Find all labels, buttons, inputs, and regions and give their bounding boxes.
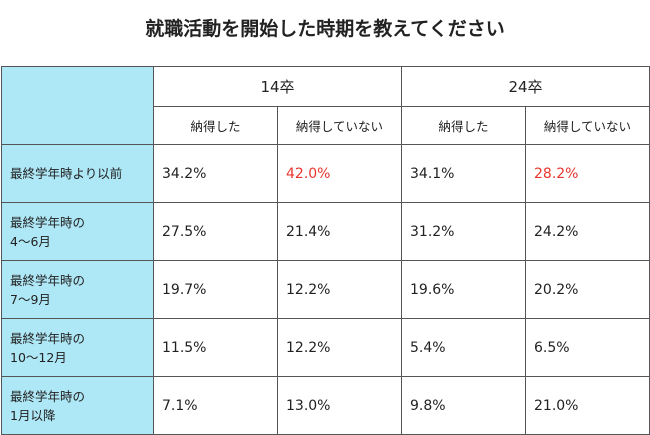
row-label-line1: 最終学年時の	[10, 330, 86, 346]
row-label-line2: 10～12月	[10, 349, 67, 365]
row-label: 最終学年時の 4～6月	[1, 202, 154, 261]
table-row: 最終学年時の 1月以降 7.1% 13.0% 9.8% 21.0%	[1, 376, 650, 435]
table-cell-highlight: 28.2%	[525, 144, 650, 203]
table-cell: 31.2%	[401, 202, 526, 261]
page-title: 就職活動を開始した時期を教えてください	[145, 18, 505, 40]
row-label: 最終学年時の 10～12月	[1, 318, 154, 377]
table-cell: 19.7%	[153, 260, 278, 319]
sub-header: 納得した	[401, 106, 526, 145]
table-cell: 24.2%	[525, 202, 650, 261]
table-row: 最終学年時の 7～9月 19.7% 12.2% 19.6% 20.2%	[1, 260, 650, 319]
row-label-line1: 最終学年時の	[10, 214, 86, 230]
corner-cell	[1, 66, 154, 145]
group-header-row: 14卒 24卒	[1, 66, 650, 145]
row-label-line1: 最終学年時の	[10, 388, 86, 404]
table-cell: 21.0%	[525, 376, 650, 435]
row-label: 最終学年時の 7～9月	[1, 260, 154, 319]
group-header-24: 24卒	[401, 66, 650, 107]
table-row: 最終学年時より以前 34.2% 42.0% 34.1% 28.2%	[1, 144, 650, 203]
table-cell: 7.1%	[153, 376, 278, 435]
sub-header: 納得していない	[277, 106, 402, 145]
table-cell: 20.2%	[525, 260, 650, 319]
row-label: 最終学年時の 1月以降	[1, 376, 154, 435]
sub-header: 納得していない	[525, 106, 650, 145]
row-label-line2: 1月以降	[10, 407, 56, 423]
row-label-line1: 最終学年時より以前	[10, 166, 123, 181]
table-cell: 13.0%	[277, 376, 402, 435]
table-cell: 6.5%	[525, 318, 650, 377]
table-cell: 11.5%	[153, 318, 278, 377]
row-label: 最終学年時より以前	[1, 144, 154, 203]
table-row: 最終学年時の 4～6月 27.5% 21.4% 31.2% 24.2%	[1, 202, 650, 261]
row-label-line2: 4～6月	[10, 233, 51, 249]
table-cell: 27.5%	[153, 202, 278, 261]
table-cell: 21.4%	[277, 202, 402, 261]
table-cell: 12.2%	[277, 318, 402, 377]
table-cell: 5.4%	[401, 318, 526, 377]
sub-header-row: 納得した 納得していない 納得した 納得していない	[2, 106, 650, 145]
table-cell: 19.6%	[401, 260, 526, 319]
table-cell: 9.8%	[401, 376, 526, 435]
table-cell: 34.1%	[401, 144, 526, 203]
table-cell-highlight: 42.0%	[277, 144, 402, 203]
group-header-14: 14卒	[153, 66, 402, 107]
sub-header: 納得した	[153, 106, 278, 145]
table-row: 最終学年時の 10～12月 11.5% 12.2% 5.4% 6.5%	[1, 318, 650, 377]
table-cell: 12.2%	[277, 260, 402, 319]
results-table: 14卒 24卒 納得した 納得していない 納得した 納得していない 最終学年時よ…	[1, 66, 650, 435]
row-label-line2: 7～9月	[10, 291, 51, 307]
row-label-line1: 最終学年時の	[10, 272, 86, 288]
table-cell: 34.2%	[153, 144, 278, 203]
